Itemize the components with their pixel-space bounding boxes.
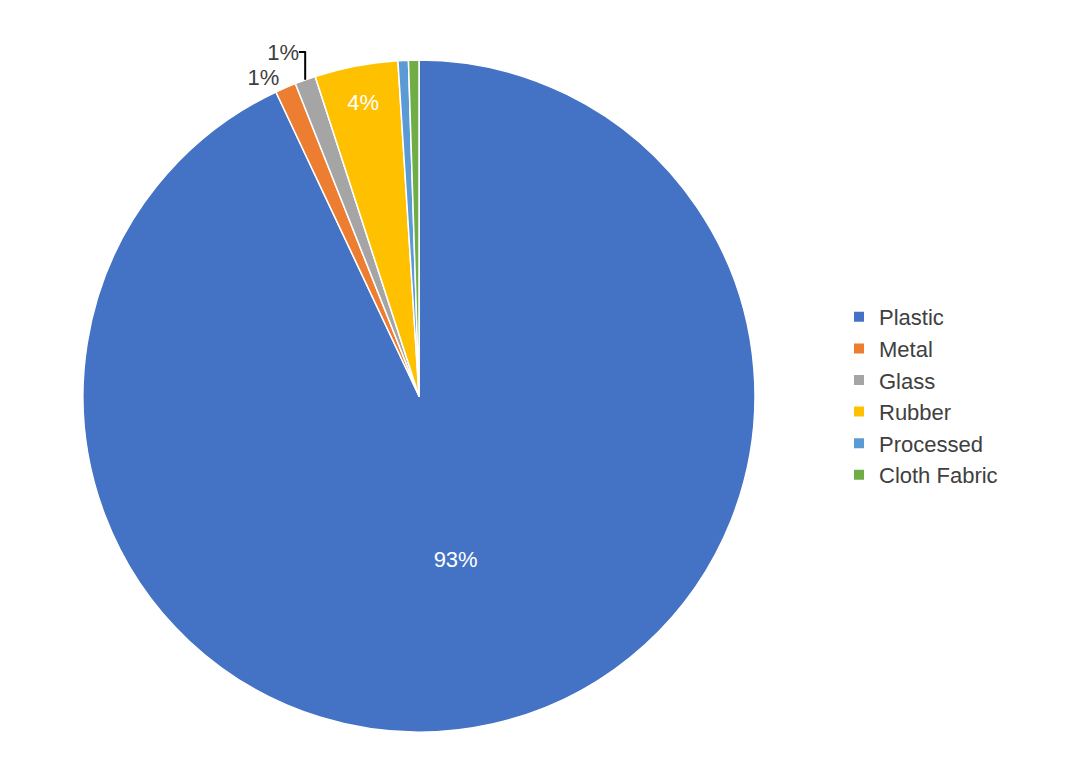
svg-text:Plastic: Plastic [879,305,944,330]
svg-text:1%: 1% [248,65,280,90]
svg-text:4%: 4% [347,90,379,115]
svg-text:Cloth Fabric: Cloth Fabric [879,463,998,488]
svg-text:Glass: Glass [879,369,935,394]
svg-text:Metal: Metal [879,337,933,362]
svg-text:1%: 1% [267,40,299,65]
svg-text:Rubber: Rubber [879,400,951,425]
svg-text:93%: 93% [434,547,478,572]
svg-text:Processed: Processed [879,432,983,457]
